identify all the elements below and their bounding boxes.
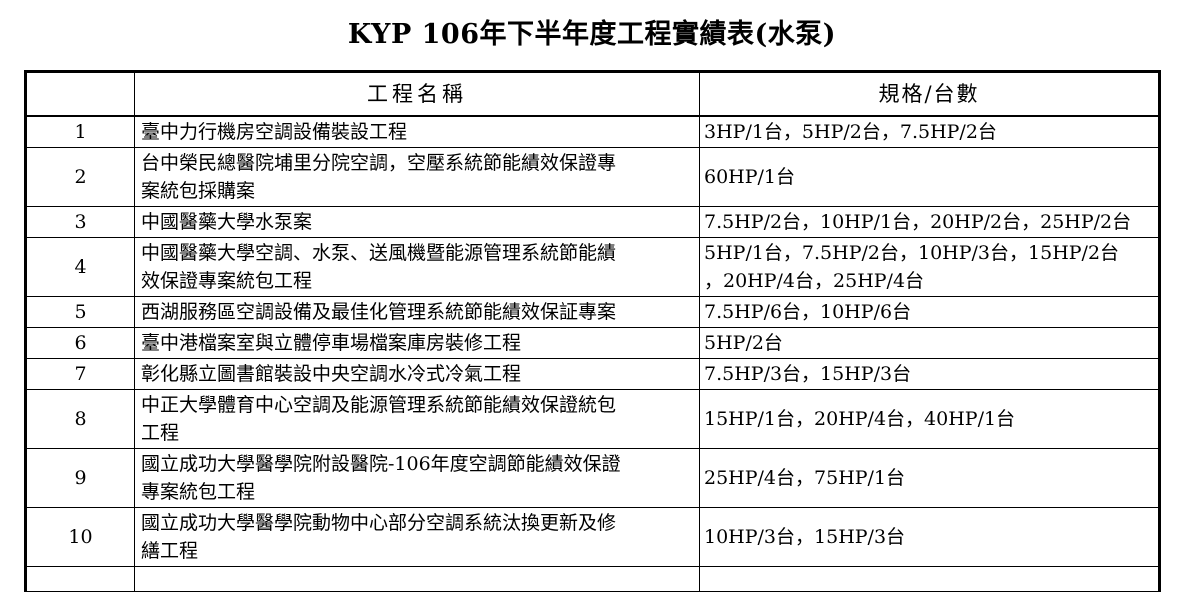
table-row: 3 中國醫藥大學水泵案 7.5HP/2台，10HP/1台，20HP/2台，25HP/… bbox=[25, 206, 1160, 238]
table-row: 7 彰化縣立圖書館裝設中央空調水冷式冷氣工程 7.5HP/3台，15HP/3台 bbox=[25, 358, 1160, 390]
cell-text-line: 中正大學體育中心空調及能源管理系統節能績效保證統包 bbox=[141, 394, 617, 416]
column-header-index bbox=[25, 71, 135, 117]
cell-text-line: 臺中力行機房空調設備裝設工程 bbox=[141, 121, 408, 143]
cell-project-name: 中國醫藥大學空調、水泵、送風機暨能源管理系統節能績 效保證專案統包工程 bbox=[134, 237, 700, 297]
table-row: 2 台中榮民總醫院埔里分院空調，空壓系統節能績效保證專 案統包採購案 60HP/1台 bbox=[25, 147, 1160, 207]
page-title: KYP 106年下半年度工程實績表(水泵) bbox=[347, 19, 837, 50]
project-performance-table: 工程名稱 規格/台數 1 臺中力行機房空調設備裝設工程 3HP/1台，5HP/2台，… bbox=[24, 70, 1161, 592]
cell-text-line: 5HP/1台，7.5HP/2台，10HP/3台，15HP/2台 bbox=[704, 242, 1120, 264]
column-header-project-name: 工程名稱 bbox=[134, 71, 700, 117]
table-row: 8 中正大學體育中心空調及能源管理系統節能績效保證統包 工程 15HP/1台，20HP… bbox=[25, 389, 1160, 449]
cell-index: 1 bbox=[25, 115, 135, 148]
cell-text-line: 台中榮民總醫院埔里分院空調，空壓系統節能績效保證專 bbox=[141, 152, 617, 174]
cell-spec-quantity: 5HP/2台 bbox=[699, 327, 1160, 359]
cell-spec-quantity: 3HP/1台，5HP/2台，7.5HP/2台 bbox=[699, 115, 1160, 148]
cell-text-line: 彰化縣立圖書館裝設中央空調水冷式冷氣工程 bbox=[141, 363, 522, 385]
cell-text-line: 10HP/3台，15HP/3台 bbox=[704, 526, 906, 548]
cell-text-line: 西湖服務區空調設備及最佳化管理系統節能績效保証專案 bbox=[141, 301, 617, 323]
cell-project-name: 台中榮民總醫院埔里分院空調，空壓系統節能績效保證專 案統包採購案 bbox=[134, 147, 700, 207]
cell-project-name: 國立成功大學醫學院動物中心部分空調系統汰換更新及修 繕工程 bbox=[134, 507, 700, 567]
cell-text-line: 7.5HP/2台，10HP/1台，20HP/2台，25HP/2台 bbox=[704, 211, 1132, 233]
cell-text-line: 案統包採購案 bbox=[141, 180, 256, 202]
cell-spec-quantity bbox=[699, 566, 1160, 592]
cell-spec-quantity: 5HP/1台，7.5HP/2台，10HP/3台，15HP/2台 ，20HP/4台，… bbox=[699, 237, 1160, 297]
cell-text-line: 中國醫藥大學水泵案 bbox=[141, 211, 313, 233]
cell-spec-quantity: 25HP/4台，75HP/1台 bbox=[699, 448, 1160, 508]
cell-index: 10 bbox=[25, 507, 135, 567]
table-row: 4 中國醫藥大學空調、水泵、送風機暨能源管理系統節能績 效保證專案統包工程 5HP/1… bbox=[25, 237, 1160, 297]
cell-index: 6 bbox=[25, 327, 135, 359]
cell-spec-quantity: 7.5HP/6台，10HP/6台 bbox=[699, 296, 1160, 328]
cell-text-line: 臺中港檔案室與立體停車場檔案庫房裝修工程 bbox=[141, 332, 522, 354]
cell-spec-quantity: 60HP/1台 bbox=[699, 147, 1160, 207]
cell-index: 7 bbox=[25, 358, 135, 390]
cell-text-line: 專案統包工程 bbox=[141, 481, 256, 503]
cell-index: 9 bbox=[25, 448, 135, 508]
table-row: 10 國立成功大學醫學院動物中心部分空調系統汰換更新及修 繕工程 10HP/3台，15… bbox=[25, 507, 1160, 567]
cell-text-line: 工程 bbox=[141, 422, 180, 444]
cell-project-name: 國立成功大學醫學院附設醫院-106年度空調節能績效保證 專案統包工程 bbox=[134, 448, 700, 508]
cell-text-line: 7.5HP/6台，10HP/6台 bbox=[704, 301, 912, 323]
cell-index: 5 bbox=[25, 296, 135, 328]
cell-project-name bbox=[134, 566, 700, 592]
table-body: 1 臺中力行機房空調設備裝設工程 3HP/1台，5HP/2台，7.5HP/2台 2 台中… bbox=[25, 115, 1160, 592]
cell-spec-quantity: 15HP/1台，20HP/4台，40HP/1台 bbox=[699, 389, 1160, 449]
cell-index: 4 bbox=[25, 237, 135, 297]
cell-text-line: 25HP/4台，75HP/1台 bbox=[704, 467, 906, 489]
cell-text-line: 7.5HP/3台，15HP/3台 bbox=[704, 363, 912, 385]
table-row: 5 西湖服務區空調設備及最佳化管理系統節能績效保証專案 7.5HP/6台，10HP/… bbox=[25, 296, 1160, 328]
table-row: 6 臺中港檔案室與立體停車場檔案庫房裝修工程 5HP/2台 bbox=[25, 327, 1160, 359]
cell-text-line: 3HP/1台，5HP/2台，7.5HP/2台 bbox=[704, 121, 997, 143]
column-header-spec-quantity: 規格/台數 bbox=[699, 71, 1160, 117]
cell-text-line: 效保證專案統包工程 bbox=[141, 270, 313, 292]
cell-project-name: 臺中力行機房空調設備裝設工程 bbox=[134, 115, 700, 148]
table-header-row: 工程名稱 規格/台數 bbox=[25, 71, 1160, 117]
cell-project-name: 彰化縣立圖書館裝設中央空調水冷式冷氣工程 bbox=[134, 358, 700, 390]
cell-text-line: ，20HP/4台，25HP/4台 bbox=[704, 270, 925, 292]
cell-index: 2 bbox=[25, 147, 135, 207]
cell-index bbox=[25, 566, 135, 592]
cell-text-line: 15HP/1台，20HP/4台，40HP/1台 bbox=[704, 408, 1016, 430]
cell-project-name: 中正大學體育中心空調及能源管理系統節能績效保證統包 工程 bbox=[134, 389, 700, 449]
document-page: KYP 106年下半年度工程實績表(水泵) 工程名稱 規格/台數 1 臺中力行機房… bbox=[24, 19, 1161, 592]
table-header: 工程名稱 規格/台數 bbox=[25, 71, 1160, 117]
table-row: 1 臺中力行機房空調設備裝設工程 3HP/1台，5HP/2台，7.5HP/2台 bbox=[25, 115, 1160, 148]
cell-text-line: 繕工程 bbox=[141, 540, 199, 562]
cell-index: 8 bbox=[25, 389, 135, 449]
cell-text-line: 國立成功大學醫學院附設醫院-106年度空調節能績效保證 bbox=[141, 453, 621, 475]
cell-text-line: 5HP/2台 bbox=[704, 332, 783, 354]
cell-text-line: 中國醫藥大學空調、水泵、送風機暨能源管理系統節能績 bbox=[141, 242, 617, 264]
table-row: 9 國立成功大學醫學院附設醫院-106年度空調節能績效保證 專案統包工程 25HP/4… bbox=[25, 448, 1160, 508]
cell-project-name: 臺中港檔案室與立體停車場檔案庫房裝修工程 bbox=[134, 327, 700, 359]
cell-project-name: 西湖服務區空調設備及最佳化管理系統節能績效保証專案 bbox=[134, 296, 700, 328]
cell-project-name: 中國醫藥大學水泵案 bbox=[134, 206, 700, 238]
cell-spec-quantity: 7.5HP/2台，10HP/1台，20HP/2台，25HP/2台 bbox=[699, 206, 1160, 238]
cell-spec-quantity: 7.5HP/3台，15HP/3台 bbox=[699, 358, 1160, 390]
cell-index: 3 bbox=[25, 206, 135, 238]
table-row-partial bbox=[25, 566, 1160, 592]
cell-text-line: 國立成功大學醫學院動物中心部分空調系統汰換更新及修 bbox=[141, 512, 617, 534]
cell-spec-quantity: 10HP/3台，15HP/3台 bbox=[699, 507, 1160, 567]
cell-text-line: 60HP/1台 bbox=[704, 166, 796, 188]
